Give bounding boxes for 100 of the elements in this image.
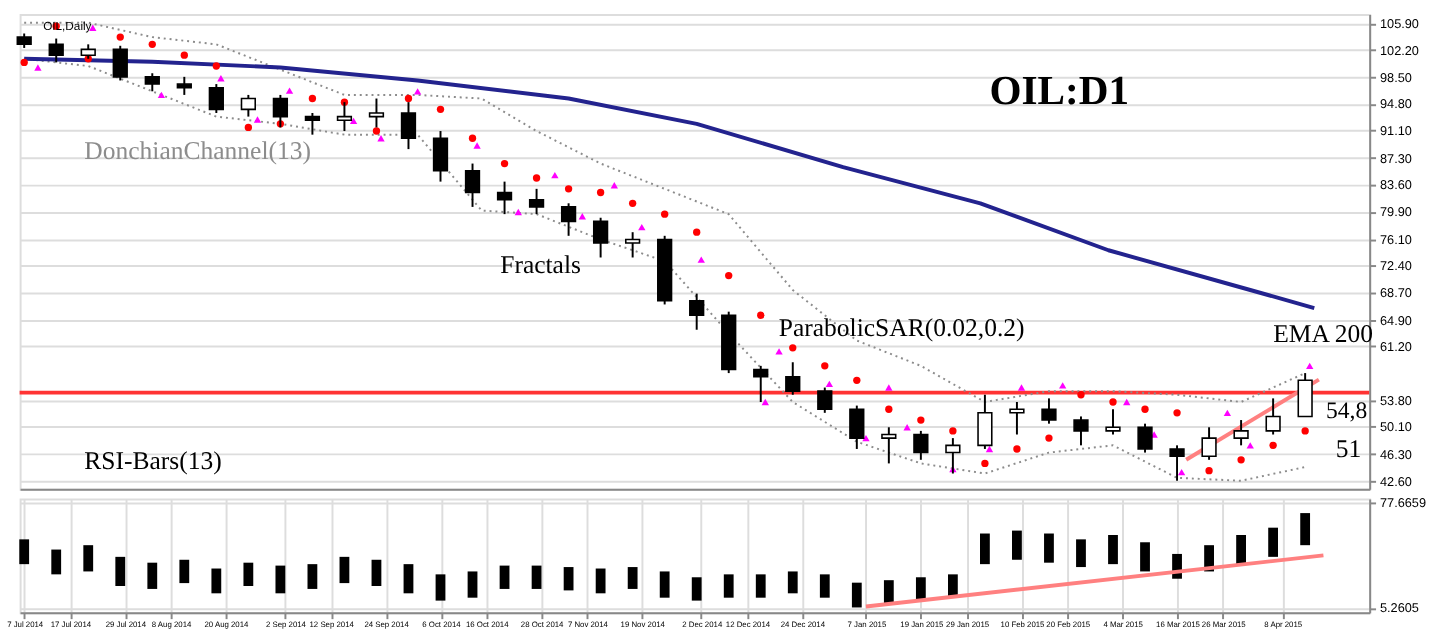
series-label: ParabolicSAR(0.02,0.2): [778, 313, 1025, 342]
candlestick: [977, 393, 993, 450]
point: [775, 348, 783, 355]
candlestick: [913, 429, 929, 461]
point: [1177, 468, 1186, 476]
text: DonchianChannel(13): [84, 137, 311, 166]
bar: [1300, 513, 1311, 546]
point: [1306, 362, 1314, 370]
point: [1269, 441, 1277, 450]
point: [20, 58, 28, 67]
series-label: EMA 200: [1273, 319, 1374, 348]
point: [885, 405, 893, 413]
candlestick: [1009, 401, 1025, 436]
point: [404, 94, 413, 103]
point: [985, 445, 994, 453]
bar: [51, 549, 62, 575]
bar: [883, 580, 894, 604]
bar: [243, 562, 254, 587]
bar: [595, 568, 606, 594]
candlestick: [48, 37, 64, 64]
candlestick: [1169, 444, 1185, 482]
point: [473, 142, 481, 149]
bar: [211, 568, 222, 594]
bar: [467, 571, 478, 598]
candlestick: [1073, 415, 1089, 447]
bar: [275, 565, 286, 594]
point: [697, 256, 705, 263]
point: [1017, 384, 1026, 391]
candlestick: [1265, 397, 1281, 436]
point: [949, 427, 957, 435]
bar: [1108, 534, 1118, 565]
bar: [1140, 542, 1150, 572]
bar: [1012, 530, 1022, 560]
bar: [403, 564, 414, 594]
point: [212, 62, 220, 70]
point: [1059, 382, 1067, 389]
point: [148, 40, 156, 48]
candlestick: [208, 83, 224, 114]
point: [514, 208, 522, 216]
point: [1246, 442, 1254, 449]
candlestick: [528, 187, 545, 216]
candlestick: [817, 386, 833, 414]
point: [693, 228, 701, 236]
point: [564, 185, 573, 193]
point: [761, 398, 769, 406]
point: [853, 376, 861, 384]
bar: [1076, 539, 1086, 568]
series-label: Fractals: [500, 250, 581, 279]
candlestick: [560, 202, 577, 237]
point: [885, 384, 893, 391]
bar: [339, 556, 350, 584]
candlestick: [1201, 426, 1217, 461]
point: [1045, 434, 1053, 442]
point: [1123, 398, 1131, 406]
candlestick: [304, 112, 321, 136]
candlestick: [689, 292, 705, 331]
bar: [691, 577, 702, 601]
point: [500, 159, 509, 168]
bar: [819, 574, 830, 598]
bar: [147, 562, 158, 589]
bar: [627, 567, 638, 589]
point: [372, 127, 381, 135]
bar: [980, 533, 990, 565]
point: [244, 123, 253, 132]
point: [1237, 456, 1245, 464]
bar: [179, 559, 190, 584]
candlestick: [112, 44, 128, 82]
point: [157, 91, 166, 99]
bar: [787, 571, 798, 594]
point: [1173, 409, 1181, 417]
candlestick: [753, 364, 769, 403]
point: [596, 188, 605, 197]
bar: [1044, 533, 1054, 563]
candlestick: [144, 72, 160, 93]
bar: [851, 582, 862, 608]
candlestick: [592, 216, 609, 259]
point: [661, 210, 669, 218]
candlestick: [1297, 372, 1313, 418]
candlestick: [1105, 408, 1121, 436]
point: [1223, 409, 1232, 417]
line-series: [22, 56, 1317, 311]
point: [789, 344, 797, 352]
bar: [755, 574, 766, 598]
point: [1301, 427, 1309, 435]
candlestick: [881, 426, 897, 465]
point: [1141, 405, 1149, 413]
bar: [115, 556, 126, 587]
candlestick: [624, 231, 641, 259]
point: [825, 380, 834, 388]
point: [1077, 391, 1085, 399]
bar: [307, 564, 318, 589]
bar: [19, 539, 30, 565]
point: [638, 223, 646, 231]
candlestick: [240, 93, 257, 118]
bar: [563, 567, 574, 591]
annotation: RSI-Bars(13): [84, 447, 222, 476]
point: [468, 134, 477, 142]
annotation: 51: [1335, 435, 1362, 464]
point: [628, 199, 637, 207]
point: [436, 105, 445, 114]
